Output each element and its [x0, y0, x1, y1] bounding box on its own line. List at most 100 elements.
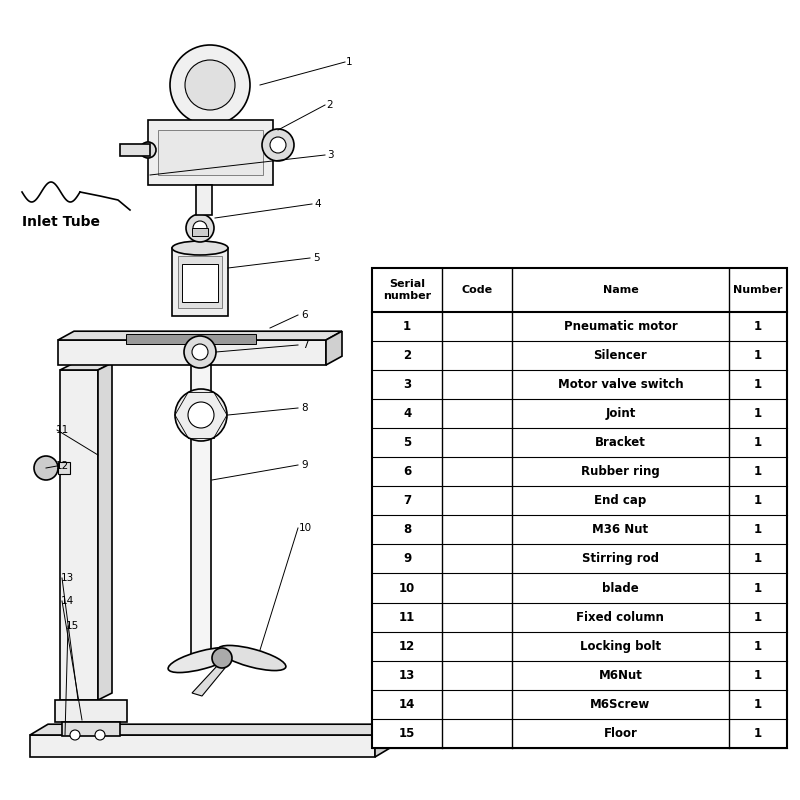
- Polygon shape: [375, 724, 393, 757]
- Text: Joint: Joint: [606, 407, 636, 420]
- Text: 10: 10: [298, 523, 311, 533]
- Polygon shape: [30, 735, 375, 757]
- Text: 5: 5: [403, 436, 411, 449]
- Polygon shape: [192, 666, 225, 696]
- Circle shape: [34, 456, 58, 480]
- Bar: [372, 268, 787, 748]
- Text: 11: 11: [399, 610, 415, 623]
- Bar: [58, 462, 70, 474]
- Text: 1: 1: [754, 349, 762, 362]
- Text: Stirring rod: Stirring rod: [582, 553, 659, 566]
- Bar: [58, 340, 326, 365]
- Text: 1: 1: [754, 582, 762, 594]
- Text: 7: 7: [403, 494, 411, 507]
- Bar: [191, 365, 211, 660]
- Text: 9: 9: [302, 460, 308, 470]
- Text: Silencer: Silencer: [594, 349, 647, 362]
- Text: 1: 1: [754, 640, 762, 653]
- Text: Pneumatic motor: Pneumatic motor: [563, 320, 678, 333]
- Polygon shape: [30, 724, 393, 735]
- Polygon shape: [326, 331, 342, 365]
- Bar: [158, 130, 263, 175]
- Text: 14: 14: [399, 698, 415, 711]
- Circle shape: [170, 45, 250, 125]
- Text: 2: 2: [403, 349, 411, 362]
- Text: 9: 9: [403, 553, 411, 566]
- Text: 12: 12: [399, 640, 415, 653]
- Bar: [62, 722, 120, 736]
- Bar: [172, 248, 228, 316]
- Circle shape: [262, 129, 294, 161]
- Text: 10: 10: [399, 582, 415, 594]
- Bar: [120, 144, 150, 156]
- Text: 15: 15: [66, 621, 78, 631]
- Text: 1: 1: [754, 553, 762, 566]
- Ellipse shape: [168, 647, 236, 673]
- Text: 13: 13: [60, 573, 74, 583]
- Bar: [60, 370, 98, 700]
- Text: 1: 1: [754, 320, 762, 333]
- Text: 12: 12: [55, 461, 69, 471]
- Text: Inlet Tube: Inlet Tube: [22, 215, 100, 229]
- Text: 8: 8: [403, 523, 411, 536]
- Circle shape: [184, 336, 216, 368]
- Text: 1: 1: [403, 320, 411, 333]
- Text: 1: 1: [754, 465, 762, 478]
- Text: 6: 6: [302, 310, 308, 320]
- Bar: [148, 120, 273, 185]
- Text: 2: 2: [326, 100, 334, 110]
- Circle shape: [70, 730, 80, 740]
- Text: Number: Number: [733, 285, 782, 295]
- Ellipse shape: [172, 241, 228, 255]
- Text: 1: 1: [754, 523, 762, 536]
- Bar: [196, 185, 212, 215]
- Text: 1: 1: [754, 698, 762, 711]
- Text: 1: 1: [754, 407, 762, 420]
- Text: 11: 11: [55, 425, 69, 435]
- Polygon shape: [60, 363, 112, 370]
- Text: 8: 8: [302, 403, 308, 413]
- Text: 15: 15: [399, 727, 415, 740]
- Circle shape: [175, 389, 227, 441]
- Text: blade: blade: [602, 582, 638, 594]
- Text: 7: 7: [302, 340, 308, 350]
- Circle shape: [193, 221, 207, 235]
- Text: 4: 4: [314, 199, 322, 209]
- Text: 1: 1: [754, 610, 762, 623]
- Text: End cap: End cap: [594, 494, 646, 507]
- Ellipse shape: [218, 646, 286, 670]
- Bar: [126, 334, 256, 344]
- Bar: [182, 264, 218, 302]
- Text: 13: 13: [399, 669, 415, 682]
- Text: 1: 1: [754, 378, 762, 391]
- Text: Motor valve switch: Motor valve switch: [558, 378, 683, 391]
- Circle shape: [212, 648, 232, 668]
- Text: Floor: Floor: [603, 727, 638, 740]
- Circle shape: [95, 730, 105, 740]
- Text: M36 Nut: M36 Nut: [592, 523, 649, 536]
- Circle shape: [188, 402, 214, 428]
- Text: 1: 1: [754, 727, 762, 740]
- Text: Bracket: Bracket: [595, 436, 646, 449]
- Text: 14: 14: [60, 596, 74, 606]
- Text: 5: 5: [313, 253, 319, 263]
- Bar: [178, 256, 222, 308]
- Circle shape: [192, 344, 208, 360]
- Bar: [55, 700, 127, 722]
- Text: 1: 1: [346, 57, 352, 67]
- Text: 1: 1: [754, 494, 762, 507]
- Text: M6Nut: M6Nut: [598, 669, 642, 682]
- Text: Code: Code: [462, 285, 493, 295]
- Circle shape: [270, 137, 286, 153]
- Text: 4: 4: [403, 407, 411, 420]
- Text: 3: 3: [326, 150, 334, 160]
- Text: 3: 3: [403, 378, 411, 391]
- Text: Name: Name: [602, 285, 638, 295]
- Text: 1: 1: [754, 436, 762, 449]
- Circle shape: [186, 214, 214, 242]
- Text: 6: 6: [403, 465, 411, 478]
- Text: Rubber ring: Rubber ring: [581, 465, 660, 478]
- Text: Locking bolt: Locking bolt: [580, 640, 661, 653]
- Text: Fixed column: Fixed column: [577, 610, 664, 623]
- Text: Serial
number: Serial number: [383, 279, 431, 301]
